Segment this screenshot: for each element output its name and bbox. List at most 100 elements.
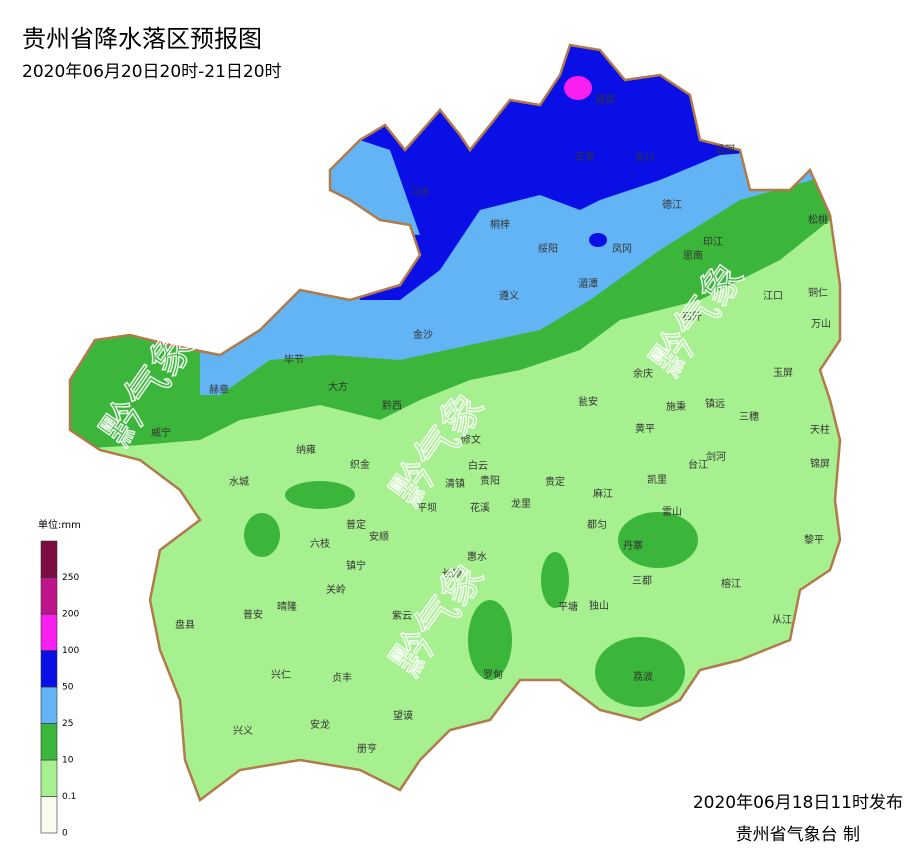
place-name: 织金 bbox=[350, 458, 370, 471]
legend-tick-label: 250 bbox=[62, 573, 79, 583]
place-name: 修文 bbox=[461, 433, 481, 446]
place-name: 黄平 bbox=[635, 422, 655, 435]
place-name: 清镇 bbox=[445, 477, 465, 490]
place-name: 金沙 bbox=[413, 328, 433, 341]
place-name: 镇宁 bbox=[346, 559, 366, 572]
place-name: 麻江 bbox=[593, 487, 613, 500]
legend-box bbox=[40, 723, 58, 761]
place-name: 独山 bbox=[589, 599, 609, 612]
place-name: 平坝 bbox=[417, 502, 437, 514]
place-name: 沿河 bbox=[715, 144, 735, 156]
place-name: 凤冈 bbox=[612, 243, 632, 255]
place-name: 册亨 bbox=[357, 742, 377, 755]
place-name: 瓮安 bbox=[578, 395, 598, 408]
legend-box bbox=[40, 613, 58, 651]
area-green bbox=[618, 512, 698, 568]
place-name: 印江 bbox=[703, 236, 723, 248]
place-name: 余庆 bbox=[633, 367, 653, 380]
legend-tick-label: 0 bbox=[62, 829, 68, 839]
area-green bbox=[541, 552, 569, 608]
place-name: 威宁 bbox=[151, 426, 171, 439]
place-name: 万山 bbox=[811, 318, 831, 330]
place-name: 施秉 bbox=[666, 400, 686, 413]
subtitle: 2020年06月20日20时-21日20时 bbox=[22, 62, 282, 82]
legend-box bbox=[40, 686, 58, 724]
place-name: 松桃 bbox=[808, 213, 828, 226]
place-name: 玉屏 bbox=[773, 367, 793, 379]
place-name: 惠水 bbox=[467, 550, 487, 563]
legend-box bbox=[40, 650, 58, 688]
place-name: 黔西 bbox=[382, 399, 402, 412]
place-name: 贵阳 bbox=[480, 474, 500, 487]
place-name: 六枝 bbox=[310, 537, 330, 550]
place-name: 安龙 bbox=[310, 718, 330, 731]
place-name: 水城 bbox=[229, 476, 249, 488]
place-name: 纳雍 bbox=[296, 443, 316, 456]
legend-tick-label: 10 bbox=[62, 756, 74, 766]
place-name: 道真 bbox=[595, 93, 615, 106]
place-name: 普定 bbox=[346, 518, 366, 531]
place-name: 花溪 bbox=[470, 501, 490, 514]
place-name: 务川 bbox=[635, 151, 655, 164]
place-name: 德江 bbox=[662, 198, 682, 211]
legend-box bbox=[40, 540, 58, 578]
place-name: 铜仁 bbox=[808, 287, 828, 299]
place-name: 雷山 bbox=[662, 506, 682, 518]
place-name: 贞丰 bbox=[332, 671, 352, 684]
area-blue bbox=[589, 233, 607, 247]
legend-box bbox=[40, 577, 58, 615]
place-name: 湄潭 bbox=[578, 278, 598, 290]
place-name: 石阡 bbox=[682, 311, 702, 323]
legend-tick-label: 100 bbox=[62, 646, 79, 656]
place-name: 思南 bbox=[683, 249, 703, 262]
place-name: 桐梓 bbox=[490, 218, 510, 231]
place-name: 龙里 bbox=[511, 497, 531, 510]
area-green bbox=[468, 600, 512, 680]
legend-box bbox=[40, 796, 58, 834]
area-green bbox=[595, 637, 685, 707]
place-name: 罗甸 bbox=[483, 668, 503, 681]
place-name: 大方 bbox=[328, 380, 348, 393]
place-name: 兴仁 bbox=[271, 669, 291, 681]
place-name: 贵定 bbox=[545, 475, 565, 488]
place-name: 三都 bbox=[632, 575, 652, 587]
place-name: 盘县 bbox=[175, 618, 195, 631]
place-name: 从江 bbox=[772, 614, 792, 626]
place-name: 安顺 bbox=[369, 530, 389, 543]
place-name: 剑河 bbox=[706, 450, 726, 463]
area-green bbox=[285, 481, 355, 509]
issue-time: 2020年06月18日11时发布 bbox=[693, 793, 903, 813]
legend: 单位:mm 0 0.1 10 25 50 100 200 250 bbox=[38, 518, 81, 839]
place-name: 榕江 bbox=[721, 577, 741, 590]
place-name: 三穗 bbox=[739, 410, 759, 423]
place-name: 丹寨 bbox=[623, 539, 643, 552]
area-green bbox=[244, 513, 280, 557]
place-name: 荔波 bbox=[633, 670, 653, 683]
place-name: 都匀 bbox=[587, 519, 607, 531]
place-name: 望谟 bbox=[393, 709, 413, 722]
agency: 贵州省气象台 制 bbox=[736, 825, 860, 845]
place-name: 白云 bbox=[468, 459, 488, 472]
place-name: 晴隆 bbox=[277, 600, 297, 613]
place-name: 长顺 bbox=[442, 568, 462, 580]
place-name: 兴义 bbox=[233, 725, 253, 737]
place-name: 台江 bbox=[688, 458, 708, 471]
place-name: 紫云 bbox=[392, 610, 412, 622]
legend-tick-label: 0.1 bbox=[62, 792, 76, 802]
place-name: 天柱 bbox=[810, 423, 830, 436]
place-name: 凯里 bbox=[647, 473, 667, 486]
place-name: 习水 bbox=[410, 186, 430, 198]
legend-tick-label: 25 bbox=[62, 719, 73, 729]
place-name: 江口 bbox=[763, 290, 783, 302]
place-name: 遵义 bbox=[499, 289, 519, 302]
legend-unit: 单位:mm bbox=[38, 518, 81, 531]
place-name: 正安 bbox=[575, 150, 595, 163]
legend-tick-label: 50 bbox=[62, 683, 74, 693]
place-name: 锦屏 bbox=[810, 457, 830, 470]
title: 贵州省降水落区预报图 bbox=[22, 25, 262, 53]
place-name: 平塘 bbox=[558, 600, 578, 613]
area-magenta bbox=[564, 76, 592, 100]
place-name: 毕节 bbox=[284, 353, 304, 366]
